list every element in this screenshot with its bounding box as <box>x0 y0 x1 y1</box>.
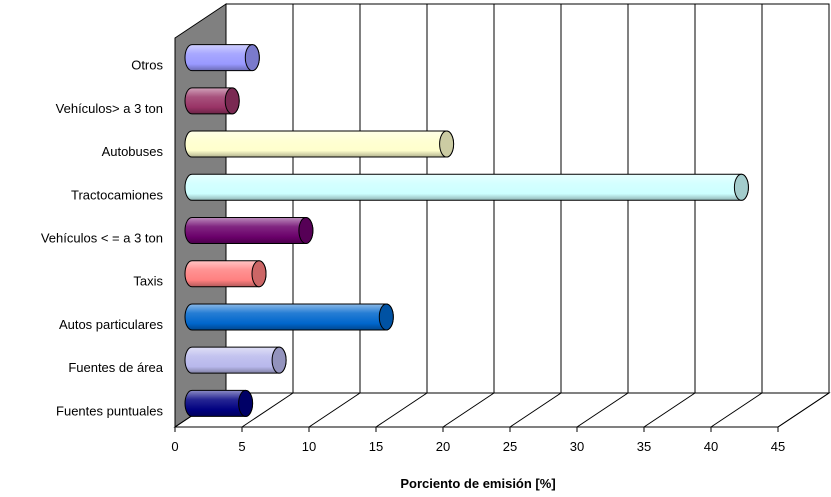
x-tick-label: 35 <box>637 439 651 454</box>
floor-gridline <box>509 392 562 428</box>
category-label: Vehículos> a 3 ton <box>56 101 163 116</box>
category-label: Fuentes de área <box>68 360 163 375</box>
bar <box>184 173 749 201</box>
x-axis-title: Porciento de emisión [%] <box>400 476 555 491</box>
floor-gridline <box>576 392 629 428</box>
bar-cap <box>378 303 394 331</box>
bar-cap <box>298 217 314 244</box>
bar-cap <box>238 389 254 417</box>
bar-cap <box>733 173 749 201</box>
bar <box>184 130 455 158</box>
floor-gridline <box>375 392 428 428</box>
bar-cap <box>439 130 455 158</box>
x-tick-label: 40 <box>704 439 718 454</box>
x-tick-label: 20 <box>436 439 450 454</box>
x-tick-label: 30 <box>570 439 584 454</box>
category-label: Taxis <box>133 274 163 289</box>
x-tick-labels: 0 5 10 15 20 25 30 35 40 45 <box>171 439 785 454</box>
floor-gridline <box>643 392 696 428</box>
bar-cap <box>224 87 240 115</box>
bar-cap <box>271 346 287 374</box>
x-tick-label: 0 <box>171 439 178 454</box>
floor <box>173 392 831 428</box>
category-label: Tractocamiones <box>71 187 163 202</box>
bar <box>184 346 287 374</box>
bar-cap <box>251 260 267 288</box>
x-tick-label: 45 <box>771 439 785 454</box>
category-label: Autobuses <box>102 144 164 159</box>
category-label: Autos particulares <box>59 317 164 332</box>
bar <box>184 303 394 331</box>
floor-gridline <box>777 392 830 428</box>
x-tick-label: 5 <box>238 439 245 454</box>
floor-gridline <box>710 392 763 428</box>
bar <box>184 217 314 244</box>
category-labels: Fuentes puntuales Fuentes de área Autos pa… <box>41 58 164 419</box>
category-label: Fuentes puntuales <box>56 403 163 418</box>
category-label: Otros <box>131 58 163 73</box>
category-label: Vehículos < = a 3 ton <box>41 231 163 246</box>
x-tick-label: 15 <box>369 439 383 454</box>
bar-cap <box>244 44 260 72</box>
floor-gridline <box>308 392 361 428</box>
floor-gridline <box>241 392 294 428</box>
bars-group <box>184 44 749 417</box>
x-tick-label: 10 <box>302 439 316 454</box>
x-tick-label: 25 <box>503 439 517 454</box>
floor-gridline <box>442 392 495 428</box>
